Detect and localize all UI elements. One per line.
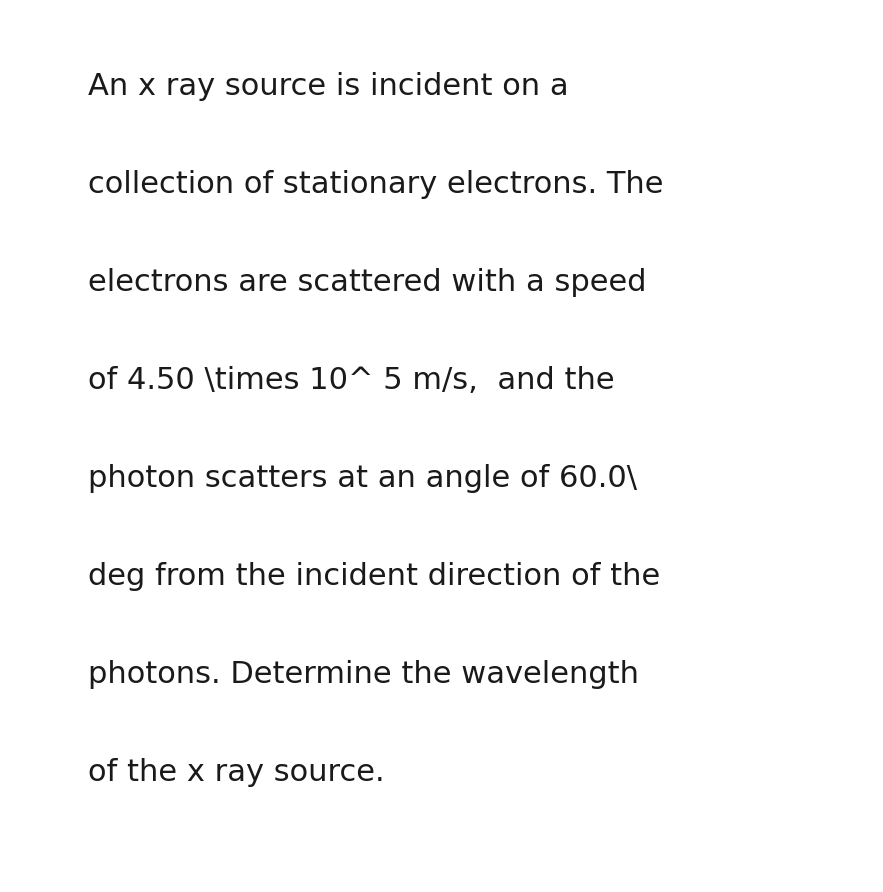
Text: of 4.50 \times 10^ 5 m/s,  and the: of 4.50 \times 10^ 5 m/s, and the <box>88 366 615 395</box>
Text: deg from the incident direction of the: deg from the incident direction of the <box>88 562 660 591</box>
Text: photons. Determine the wavelength: photons. Determine the wavelength <box>88 660 639 689</box>
Text: collection of stationary electrons. The: collection of stationary electrons. The <box>88 170 663 199</box>
Text: photon scatters at an angle of 60.0\: photon scatters at an angle of 60.0\ <box>88 464 637 493</box>
Text: of the x ray source.: of the x ray source. <box>88 758 385 787</box>
Text: electrons are scattered with a speed: electrons are scattered with a speed <box>88 268 646 297</box>
Text: An x ray source is incident on a: An x ray source is incident on a <box>88 72 569 101</box>
